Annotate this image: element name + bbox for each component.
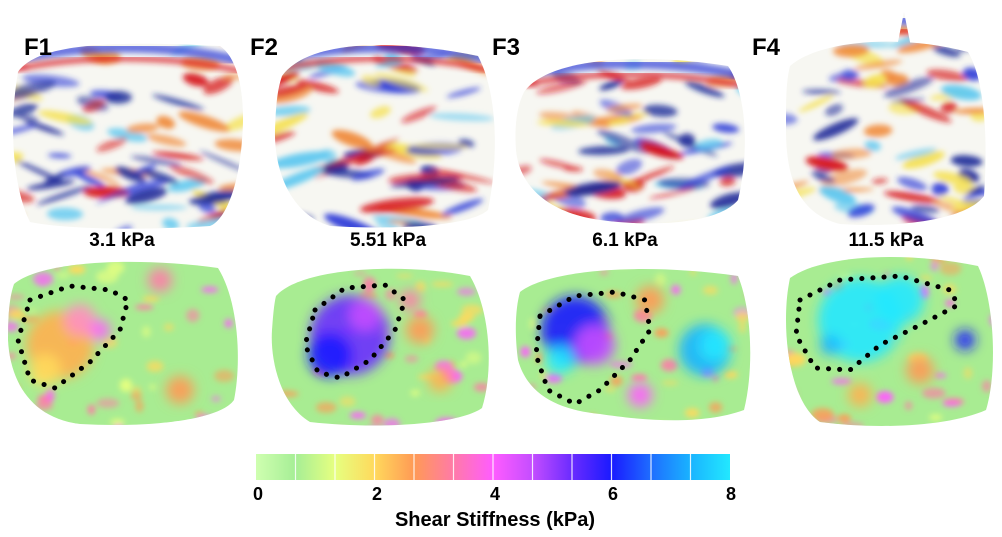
colorbar-tick-4: 4 xyxy=(489,484,500,504)
colorbar-tick-0: 0 xyxy=(252,484,263,504)
wave-image-f2 xyxy=(274,45,495,228)
stage-label-f1: F1 xyxy=(24,34,53,61)
stage-label-f2: F2 xyxy=(250,34,279,61)
elastogram-f3 xyxy=(515,269,751,421)
roi-outline-f2 xyxy=(302,282,408,381)
stage-label-f3: F3 xyxy=(492,34,521,61)
stiffness-label-f1: 3.1 kPa xyxy=(89,230,155,251)
colorbar-tick-2: 2 xyxy=(371,484,382,504)
wave-image-f4 xyxy=(786,12,986,225)
colorbar-title: Shear Stiffness (kPa) xyxy=(394,509,596,531)
colorbar-tick-6: 6 xyxy=(607,484,618,504)
stiffness-label-f4: 11.5 kPa xyxy=(848,230,924,251)
stiffness-label-f3: 6.1 kPa xyxy=(592,230,658,251)
stiffness-label-f2: 5.51 kPa xyxy=(349,230,427,251)
wave-image-f1 xyxy=(13,43,244,229)
elastogram-f1 xyxy=(8,261,238,425)
wave-image-f3 xyxy=(515,58,745,224)
elastogram-f4 xyxy=(786,256,993,426)
colorbar-tick-8: 8 xyxy=(725,484,736,504)
roi-outline-f1 xyxy=(15,283,131,391)
stage-label-f4: F4 xyxy=(752,34,781,61)
roi-outline-f3 xyxy=(533,289,653,407)
